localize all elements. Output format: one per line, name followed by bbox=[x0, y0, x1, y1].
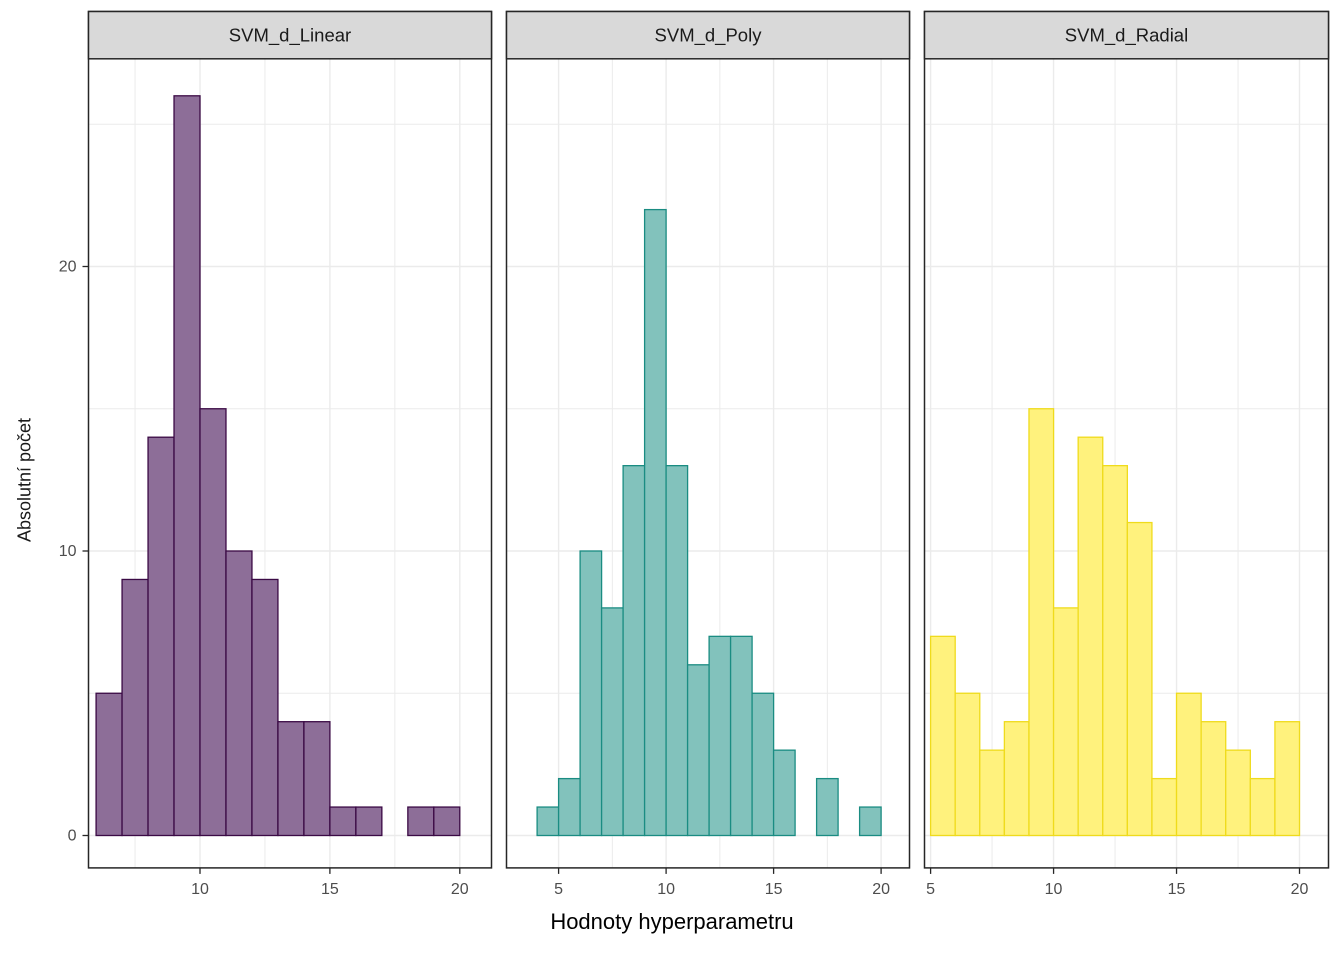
svg-text:20: 20 bbox=[1291, 881, 1309, 898]
svg-text:10: 10 bbox=[191, 881, 209, 898]
svg-text:0: 0 bbox=[68, 828, 77, 845]
svg-text:SVM_d_Poly: SVM_d_Poly bbox=[655, 25, 763, 47]
svg-text:10: 10 bbox=[1045, 881, 1063, 898]
svg-text:5: 5 bbox=[926, 881, 935, 898]
svg-text:15: 15 bbox=[765, 881, 783, 898]
svg-text:20: 20 bbox=[59, 259, 77, 276]
svg-text:20: 20 bbox=[872, 881, 890, 898]
svg-text:15: 15 bbox=[321, 881, 339, 898]
svg-text:5: 5 bbox=[554, 881, 563, 898]
svg-text:SVM_d_Radial: SVM_d_Radial bbox=[1065, 25, 1188, 47]
svg-text:SVM_d_Linear: SVM_d_Linear bbox=[229, 25, 351, 47]
svg-text:10: 10 bbox=[59, 543, 77, 560]
svg-text:15: 15 bbox=[1168, 881, 1186, 898]
svg-text:10: 10 bbox=[657, 881, 675, 898]
svg-text:20: 20 bbox=[451, 881, 469, 898]
